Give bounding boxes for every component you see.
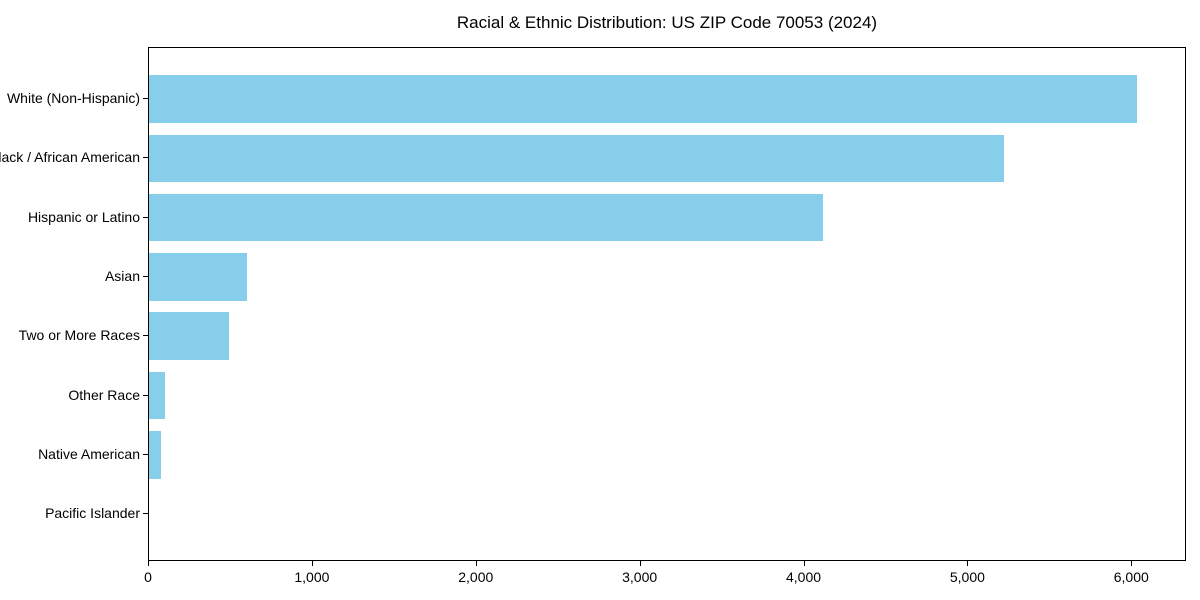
x-tick-mark: [311, 561, 313, 566]
x-tick-mark: [639, 561, 641, 566]
y-tick-label-two-or-more-races: Two or More Races: [18, 327, 140, 344]
y-tick-mark: [143, 216, 148, 218]
x-tick-label-3000: 3,000: [622, 569, 658, 585]
x-tick-label-5000: 5,000: [949, 569, 985, 585]
x-tick-label-2000: 2,000: [458, 569, 494, 585]
bar-two-or-more-races: [149, 312, 230, 360]
plot-area: [148, 47, 1186, 561]
chart-title: Racial & Ethnic Distribution: US ZIP Cod…: [456, 13, 878, 32]
y-tick-mark: [143, 453, 148, 455]
bar-other-race: [149, 371, 166, 420]
x-tick-mark: [475, 561, 477, 566]
x-tick-mark: [148, 561, 149, 566]
y-tick-label-pacific-islander: Pacific Islander: [45, 505, 140, 522]
bar-hispanic-or-latino: [149, 193, 823, 242]
x-tick-mark: [803, 561, 805, 566]
x-tick-label-4000: 4,000: [785, 569, 822, 585]
y-tick-label-asian: Asian: [104, 267, 140, 284]
y-tick-label-native-american: Native American: [38, 445, 140, 462]
y-tick-label-black-african-american: Black / African American: [0, 149, 140, 166]
y-tick-mark: [143, 394, 148, 396]
y-tick-label-other-race: Other Race: [68, 386, 140, 403]
bar-white-non-hispanic: [149, 75, 1138, 123]
y-tick-mark: [143, 275, 148, 277]
y-tick-label-hispanic-or-latino: Hispanic or Latino: [27, 208, 140, 225]
bar-native-american: [149, 431, 162, 479]
x-tick-mark: [967, 561, 969, 566]
y-tick-mark: [143, 513, 148, 515]
y-tick-mark: [143, 335, 148, 337]
y-tick-mark: [143, 98, 148, 99]
x-tick-label-6000: 6,000: [1113, 569, 1149, 585]
bar-asian: [149, 253, 248, 301]
x-tick-label-1000: 1,000: [294, 569, 330, 585]
y-tick-label-white-non-hispanic: White (Non-Hispanic): [6, 90, 140, 106]
x-tick-mark: [1131, 561, 1133, 566]
bar-black-african-american: [149, 134, 1004, 183]
y-tick-mark: [143, 157, 148, 159]
x-tick-label-0: 0: [144, 569, 152, 585]
